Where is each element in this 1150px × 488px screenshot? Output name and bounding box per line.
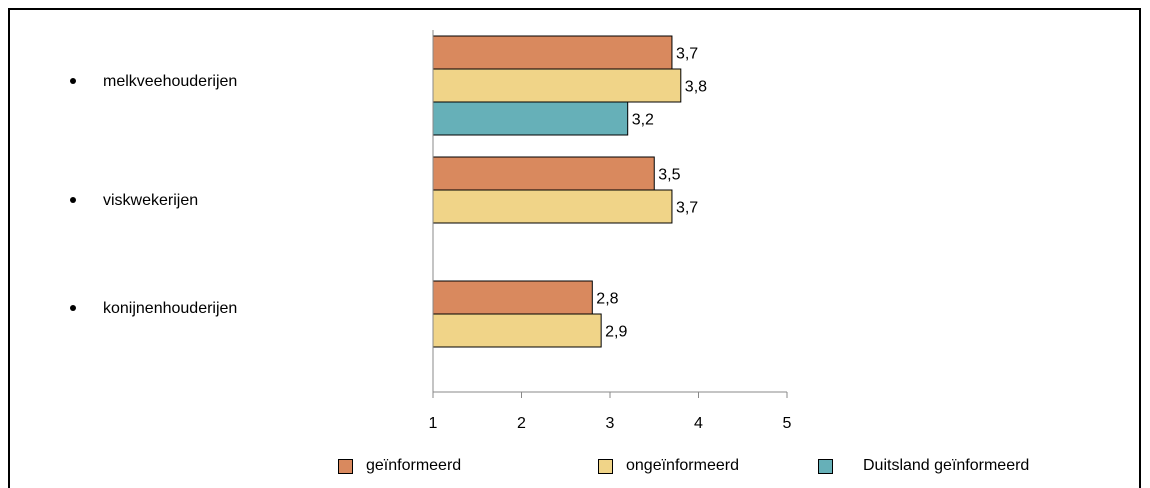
category-label-melkveehouderijen: melkveehouderijen — [70, 73, 237, 91]
legend-label-ongeinformeerd: ongeïnformeerd — [626, 457, 739, 474]
bullet-icon — [70, 196, 76, 203]
bullet-icon — [70, 77, 76, 84]
data-label-melkveehouderijen-geinformeerd: 3,7 — [676, 46, 698, 63]
data-label-melkveehouderijen-ongeinformeerd: 3,8 — [685, 79, 707, 96]
data-label-konijnenhouderijen-ongeinformeerd: 2,9 — [605, 324, 627, 341]
legend-label-geinformeerd: geïnformeerd — [366, 457, 462, 474]
data-label-konijnenhouderijen-geinformeerd: 2,8 — [596, 291, 618, 308]
x-tick-label-4: 4 — [694, 415, 703, 432]
category-label-viskwekerijen: viskwekerijen — [70, 192, 198, 210]
x-tick-label-2: 2 — [517, 415, 526, 432]
category-label-konijnenhouderijen: konijnenhouderijen — [70, 300, 237, 318]
bar-viskwekerijen-geinformeerd — [432, 156, 655, 191]
bullet-icon — [70, 304, 76, 311]
bar-melkveehouderijen-geinformeerd — [432, 35, 673, 70]
x-tick-label-3: 3 — [606, 415, 615, 432]
legend-label-duitsland-geinformeerd: Duitsland geïnformeerd — [863, 457, 1030, 474]
data-label-melkveehouderijen-duitsland-geinformeerd: 3,2 — [632, 112, 654, 129]
bar-melkveehouderijen-duitsland-geinformeerd — [432, 101, 629, 136]
bar-viskwekerijen-ongeinformeerd — [432, 189, 673, 224]
bar-konijnenhouderijen-ongeinformeerd — [432, 313, 602, 348]
bar-melkveehouderijen-ongeinformeerd — [432, 68, 682, 103]
x-tick-label-1: 1 — [429, 415, 438, 432]
legend-swatch-duitsland-geinformeerd — [818, 459, 833, 474]
x-tick-label-5: 5 — [783, 415, 792, 432]
data-label-viskwekerijen-geinformeerd: 3,5 — [658, 167, 680, 184]
legend-swatch-geinformeerd — [338, 459, 353, 474]
data-label-viskwekerijen-ongeinformeerd: 3,7 — [676, 200, 698, 217]
bar-konijnenhouderijen-geinformeerd — [432, 280, 593, 315]
legend-swatch-ongeinformeerd — [598, 459, 613, 474]
